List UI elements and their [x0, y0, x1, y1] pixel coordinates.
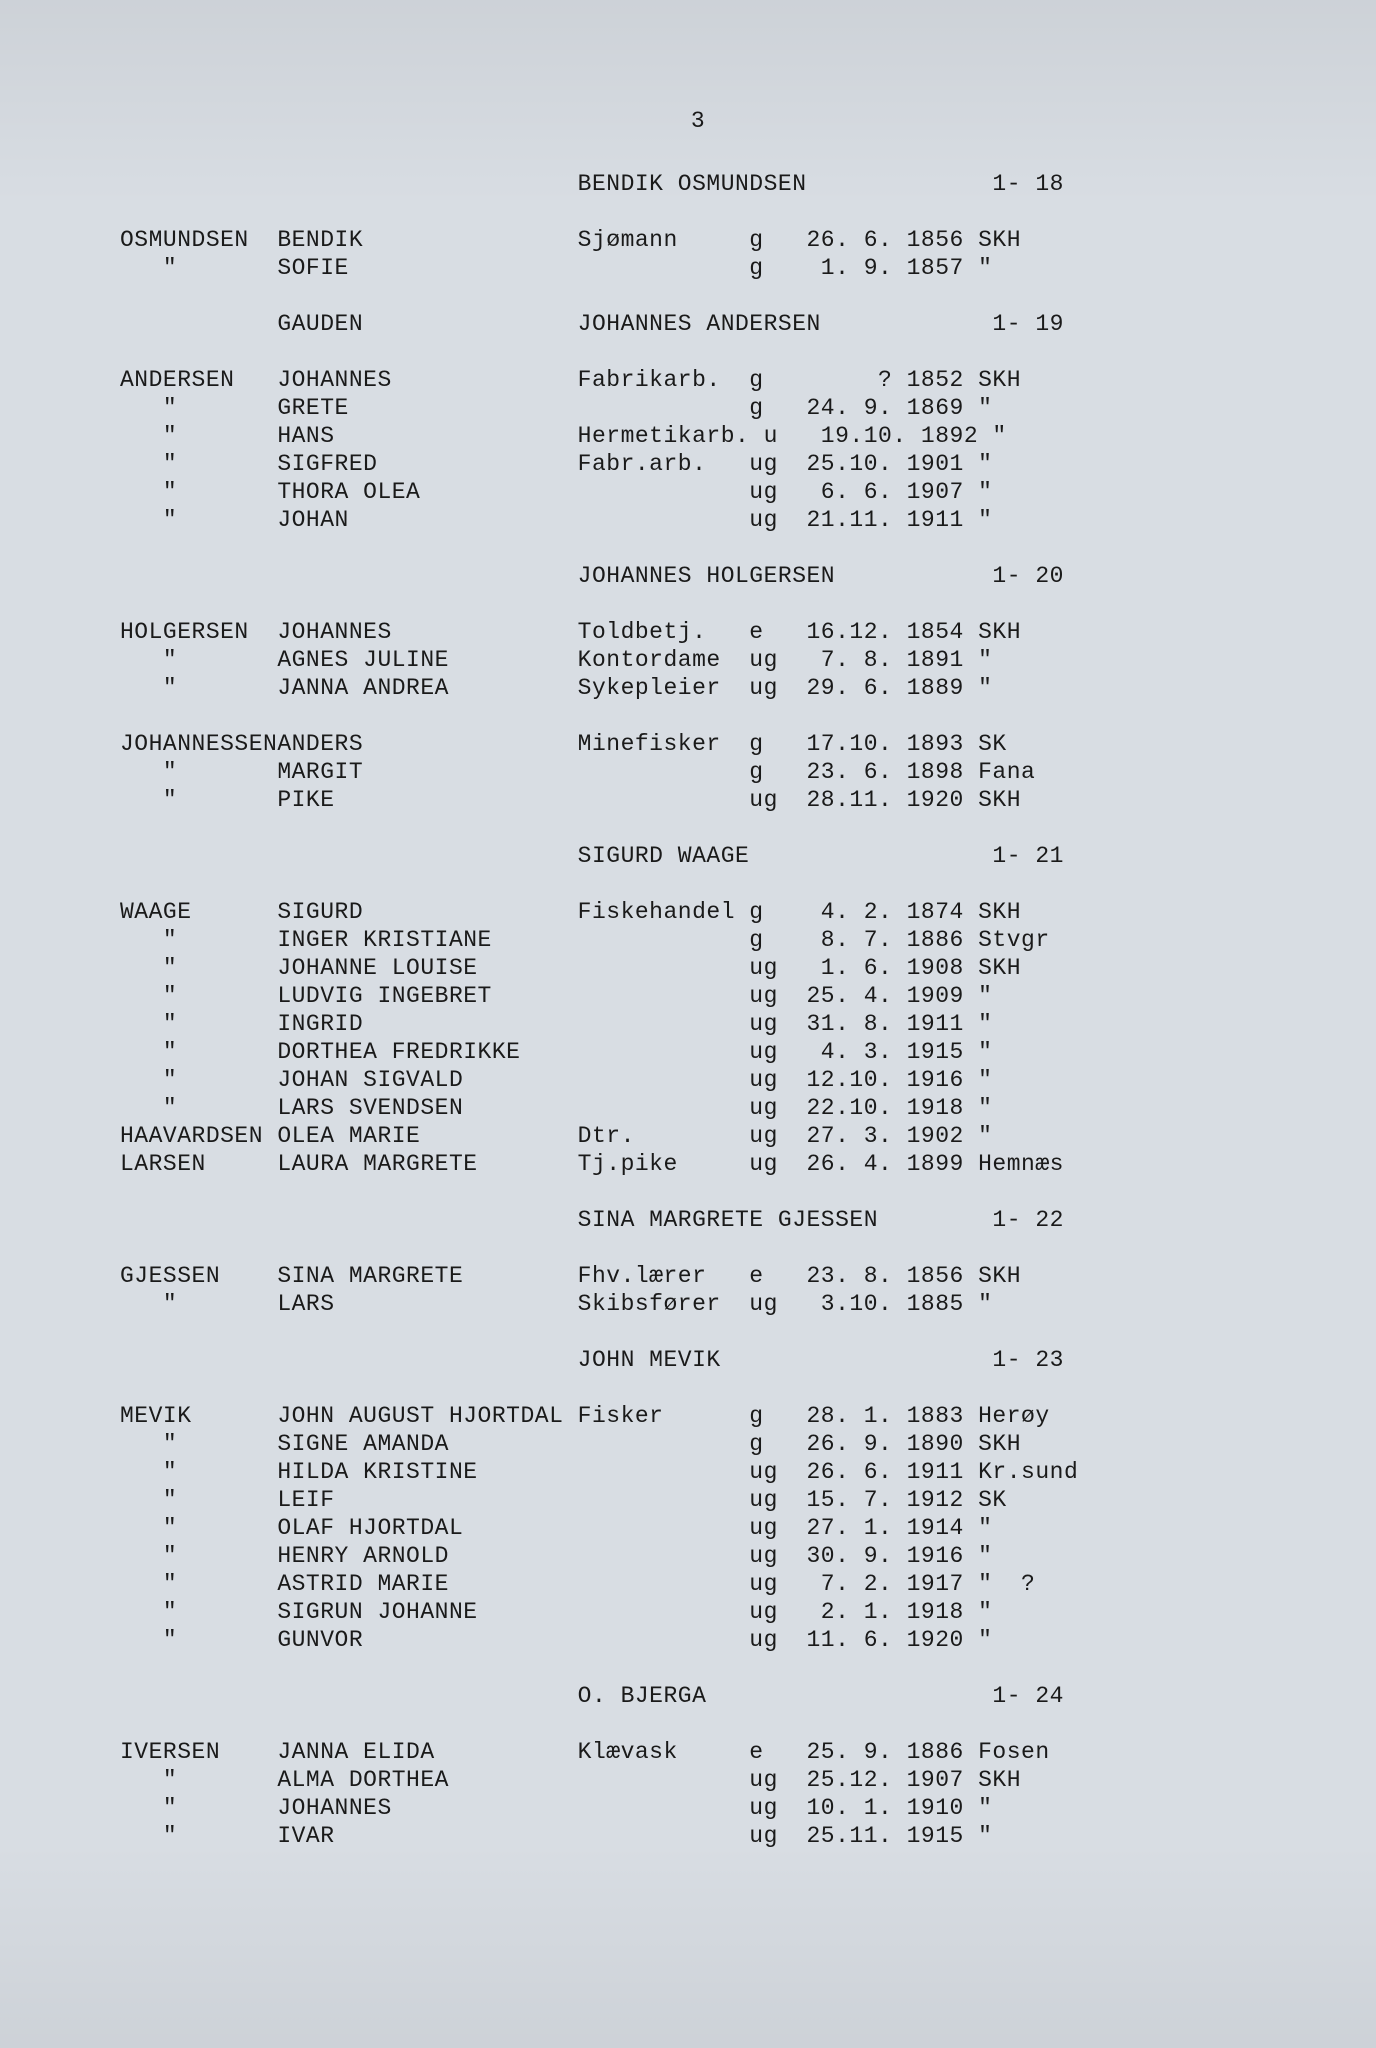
- record-row: " SIGNE AMANDA g 26. 9. 1890 SKH: [120, 1433, 1276, 1461]
- blank-line: [120, 593, 1276, 621]
- section-header: JOHN MEVIK 1- 23: [120, 1349, 1276, 1377]
- record-row: GJESSEN SINA MARGRETE Fhv.lærer e 23. 8.…: [120, 1265, 1276, 1293]
- record-row: OSMUNDSEN BENDIK Sjømann g 26. 6. 1856 S…: [120, 229, 1276, 257]
- record-row: " INGRID ug 31. 8. 1911 ": [120, 1013, 1276, 1041]
- record-row: " THORA OLEA ug 6. 6. 1907 ": [120, 481, 1276, 509]
- record-row: " SIGFRED Fabr.arb. ug 25.10. 1901 ": [120, 453, 1276, 481]
- blank-line: [120, 341, 1276, 369]
- record-row: " SOFIE g 1. 9. 1857 ": [120, 257, 1276, 285]
- record-row: " LEIF ug 15. 7. 1912 SK: [120, 1489, 1276, 1517]
- record-row: " JOHANNE LOUISE ug 1. 6. 1908 SKH: [120, 957, 1276, 985]
- record-row: " JOHANNES ug 10. 1. 1910 ": [120, 1797, 1276, 1825]
- record-row: " GUNVOR ug 11. 6. 1920 ": [120, 1629, 1276, 1657]
- section-header: JOHANNES HOLGERSEN 1- 20: [120, 565, 1276, 593]
- record-row: " SIGRUN JOHANNE ug 2. 1. 1918 ": [120, 1601, 1276, 1629]
- record-row: " IVAR ug 25.11. 1915 ": [120, 1825, 1276, 1853]
- blank-line: [120, 1713, 1276, 1741]
- record-row: " LUDVIG INGEBRET ug 25. 4. 1909 ": [120, 985, 1276, 1013]
- blank-line: [120, 705, 1276, 733]
- record-row: " MARGIT g 23. 6. 1898 Fana: [120, 761, 1276, 789]
- record-row: WAAGE SIGURD Fiskehandel g 4. 2. 1874 SK…: [120, 901, 1276, 929]
- record-row: " JOHAN ug 21.11. 1911 ": [120, 509, 1276, 537]
- document-page: 3 BENDIK OSMUNDSEN 1- 18 OSMUNDSEN BENDIK…: [0, 0, 1376, 2048]
- blank-line: [120, 285, 1276, 313]
- record-row: " HENRY ARNOLD ug 30. 9. 1916 ": [120, 1545, 1276, 1573]
- record-row: " INGER KRISTIANE g 8. 7. 1886 Stvgr: [120, 929, 1276, 957]
- register-content: BENDIK OSMUNDSEN 1- 18 OSMUNDSEN BENDIK S…: [120, 173, 1276, 1881]
- record-row: " AGNES JULINE Kontordame ug 7. 8. 1891 …: [120, 649, 1276, 677]
- blank-line: [120, 1321, 1276, 1349]
- record-row: " HANS Hermetikarb. u 19.10. 1892 ": [120, 425, 1276, 453]
- blank-line: [120, 1657, 1276, 1685]
- record-row: ANDERSEN JOHANNES Fabrikarb. g ? 1852 SK…: [120, 369, 1276, 397]
- blank-line: [120, 873, 1276, 901]
- record-row: " HILDA KRISTINE ug 26. 6. 1911 Kr.sund: [120, 1461, 1276, 1489]
- section-header: SIGURD WAAGE 1- 21: [120, 845, 1276, 873]
- record-row: " ASTRID MARIE ug 7. 2. 1917 " ?: [120, 1573, 1276, 1601]
- blank-line: [120, 537, 1276, 565]
- record-row: HAAVARDSEN OLEA MARIE Dtr. ug 27. 3. 190…: [120, 1125, 1276, 1153]
- section-header: O. BJERGA 1- 24: [120, 1685, 1276, 1713]
- record-row: " ALMA DORTHEA ug 25.12. 1907 SKH: [120, 1769, 1276, 1797]
- blank-line: [120, 817, 1276, 845]
- record-row: LARSEN LAURA MARGRETE Tj.pike ug 26. 4. …: [120, 1153, 1276, 1181]
- record-row: " LARS Skibsfører ug 3.10. 1885 ": [120, 1293, 1276, 1321]
- record-row: MEVIK JOHN AUGUST HJORTDAL Fisker g 28. …: [120, 1405, 1276, 1433]
- blank-line: [120, 201, 1276, 229]
- record-row: " GRETE g 24. 9. 1869 ": [120, 397, 1276, 425]
- record-row: " OLAF HJORTDAL ug 27. 1. 1914 ": [120, 1517, 1276, 1545]
- section-header: BENDIK OSMUNDSEN 1- 18: [120, 173, 1276, 201]
- blank-line: [120, 1237, 1276, 1265]
- record-row: " LARS SVENDSEN ug 22.10. 1918 ": [120, 1097, 1276, 1125]
- record-row: " JOHAN SIGVALD ug 12.10. 1916 ": [120, 1069, 1276, 1097]
- record-row: IVERSEN JANNA ELIDA Klævask e 25. 9. 188…: [120, 1741, 1276, 1769]
- section-header: SINA MARGRETE GJESSEN 1- 22: [120, 1209, 1276, 1237]
- record-row: " DORTHEA FREDRIKKE ug 4. 3. 1915 ": [120, 1041, 1276, 1069]
- blank-line: [120, 1181, 1276, 1209]
- record-row: JOHANNESSENANDERS Minefisker g 17.10. 18…: [120, 733, 1276, 761]
- blank-line: [120, 1377, 1276, 1405]
- page-number: 3: [120, 110, 1276, 133]
- blank-line: [120, 1853, 1276, 1881]
- record-row: HOLGERSEN JOHANNES Toldbetj. e 16.12. 18…: [120, 621, 1276, 649]
- record-row: " PIKE ug 28.11. 1920 SKH: [120, 789, 1276, 817]
- section-header: GAUDEN JOHANNES ANDERSEN 1- 19: [120, 313, 1276, 341]
- record-row: " JANNA ANDREA Sykepleier ug 29. 6. 1889…: [120, 677, 1276, 705]
